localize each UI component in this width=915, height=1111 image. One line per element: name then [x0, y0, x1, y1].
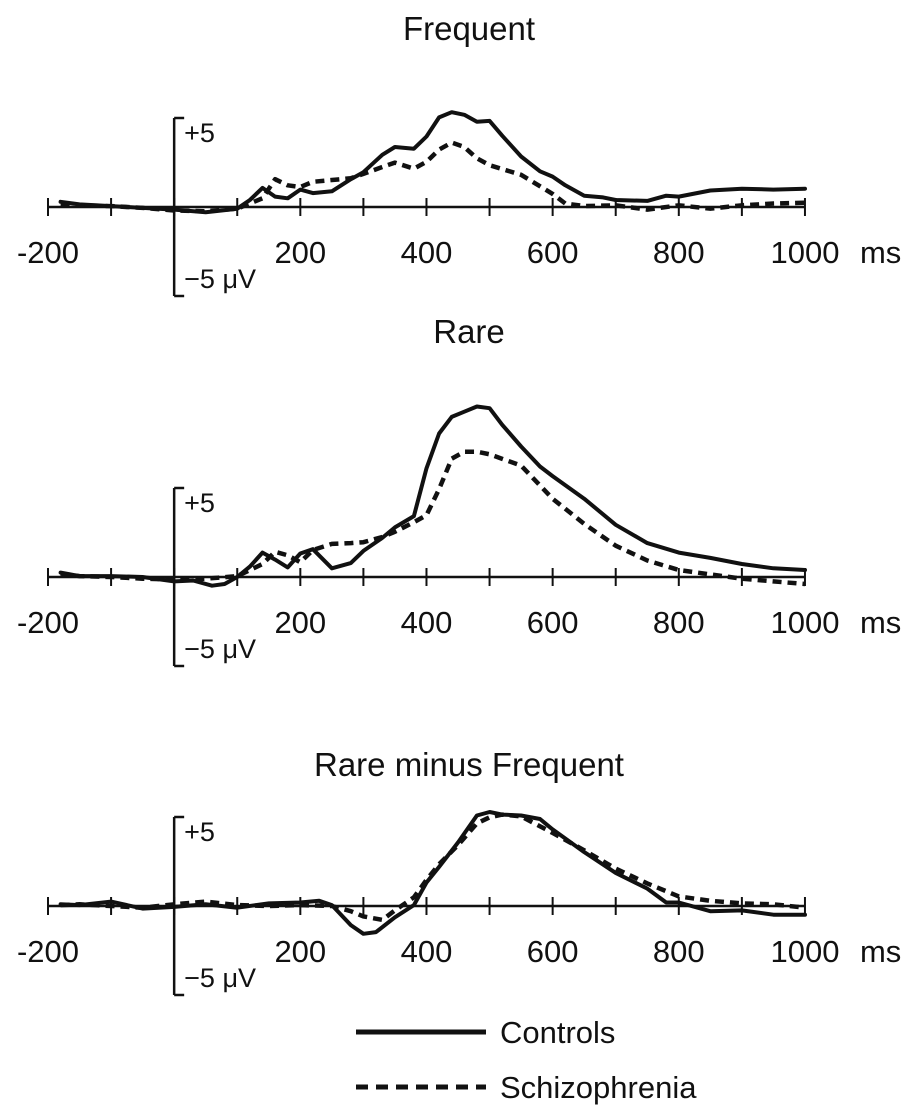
x-tick-label: 200	[274, 605, 326, 640]
y-scale-positive-label: +5	[184, 488, 215, 518]
x-tick-label: 1000	[770, 235, 839, 270]
x-tick-label: 600	[527, 605, 579, 640]
series-line-schizophrenia	[60, 140, 806, 214]
x-tick-label: 800	[653, 934, 705, 969]
panel-title: Rare	[433, 313, 505, 350]
x-tick-label: 800	[653, 605, 705, 640]
x-tick-label: -200	[17, 605, 79, 640]
y-scale-positive-label: +5	[184, 817, 215, 847]
panel-frequent: Frequent +5 −5 μV -200 200 400 600 800 1000 ms	[17, 10, 901, 298]
x-tick-label: 200	[274, 934, 326, 969]
y-scale-negative-label: −5 μV	[184, 634, 256, 664]
x-unit-label: ms	[860, 934, 901, 969]
x-tick-label: 400	[401, 235, 453, 270]
legend-label-schizophrenia: Schizophrenia	[500, 1070, 697, 1105]
panel-rare: Rare +5 −5 μV -200 200 400 600 800 1000 ms	[17, 313, 901, 668]
series-line-schizophrenia	[60, 812, 806, 923]
legend: Controls Schizophrenia	[356, 1015, 697, 1105]
series-line-controls	[58, 404, 807, 588]
panel-title: Frequent	[403, 10, 535, 47]
x-tick-label: -200	[17, 235, 79, 270]
panel-title: Rare minus Frequent	[314, 746, 624, 783]
x-tick-label: -200	[17, 934, 79, 969]
x-tick-label: 1000	[770, 605, 839, 640]
x-tick-label: 400	[401, 934, 453, 969]
x-unit-label: ms	[860, 605, 901, 640]
y-scale-positive-label: +5	[184, 118, 215, 148]
legend-label-controls: Controls	[500, 1015, 615, 1050]
x-tick-label: 600	[527, 235, 579, 270]
x-unit-label: ms	[860, 235, 901, 270]
x-tick-label: 400	[401, 605, 453, 640]
x-tick-label: 600	[527, 934, 579, 969]
x-tick-label: 200	[274, 235, 326, 270]
x-tick-label: 1000	[770, 934, 839, 969]
panel-rare-minus-frequent: Rare minus Frequent +5 −5 μV -200 200 400 600 8…	[17, 746, 901, 997]
y-scale-negative-label: −5 μV	[184, 264, 256, 294]
series-line-controls	[58, 110, 807, 215]
x-tick-label: 800	[653, 235, 705, 270]
y-scale-negative-label: −5 μV	[184, 963, 256, 993]
series-line-schizophrenia	[60, 449, 806, 587]
